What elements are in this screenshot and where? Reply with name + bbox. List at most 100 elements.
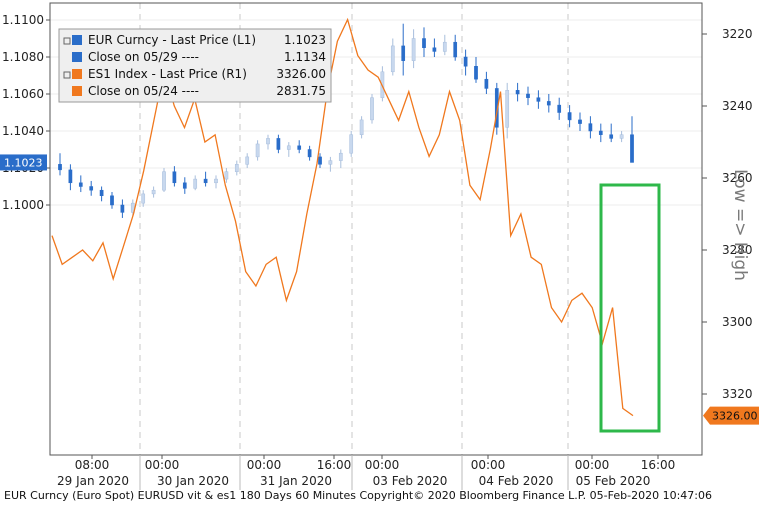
legend-label: ES1 Index - Last Price (R1): [88, 67, 247, 81]
candle-body: [120, 204, 125, 213]
legend-value: 2831.75: [276, 84, 326, 98]
candle-body: [245, 156, 250, 165]
x-time-label: 00:00: [575, 458, 610, 472]
candle-body: [193, 178, 198, 189]
x-time-label: 00:00: [247, 458, 282, 472]
candle-body: [141, 193, 146, 204]
candle-body: [286, 145, 291, 150]
legend-swatch: [72, 69, 82, 79]
candle-body: [68, 169, 73, 184]
candle-body: [58, 164, 62, 171]
es1-line: [51, 17, 634, 417]
candle-body: [630, 134, 634, 163]
candle-body: [442, 41, 447, 52]
x-date-label: 31 Jan 2020: [260, 474, 332, 488]
legend-label: Close on 05/29 ----: [88, 50, 199, 64]
right-tick-label: 3220: [722, 27, 753, 41]
left-tick-label: 1.1100: [2, 13, 44, 27]
right-tick-label: 3260: [722, 171, 753, 185]
es1-last-price-badge: 3326.00: [703, 406, 759, 425]
candle-body: [370, 97, 374, 121]
legend-box: [58, 28, 332, 103]
candle-body: [546, 101, 551, 106]
es1-line-group: [51, 17, 634, 417]
candle-body: [255, 143, 260, 158]
candle-body: [224, 171, 229, 180]
candle-body: [390, 45, 395, 73]
right-tick-label: 3320: [722, 387, 753, 401]
x-time-label: 00:00: [365, 458, 400, 472]
legend-toggle-icon: [63, 37, 71, 45]
candle-body: [609, 134, 614, 139]
candle-body: [297, 145, 302, 150]
candle-body: [214, 178, 218, 184]
candle-body: [151, 189, 156, 195]
footer-text: EUR Curncy (Euro Spot) EURUSD vit & es1 …: [4, 489, 712, 502]
legend-label: EUR Curncy - Last Price (L1): [88, 33, 256, 47]
eur-badge-bg: [0, 154, 47, 171]
candle-body: [494, 88, 499, 128]
legend-value: 1.1023: [284, 33, 326, 47]
legend-swatch: [72, 86, 82, 96]
candle-body: [619, 134, 624, 139]
candle-body: [182, 182, 187, 189]
right-axis-label: Low => High: [730, 169, 750, 281]
plot-frame: [49, 2, 703, 456]
legend-toggle-icon: [63, 71, 71, 79]
left-tick-label: 1.1060: [2, 87, 44, 101]
candle-body: [234, 164, 239, 172]
x-axis-labels: 08:00 00:00 00:00 16:00 00:00 00:00 00:00 16:00…: [57, 455, 675, 490]
candle-body: [338, 152, 343, 161]
candle-body: [598, 130, 603, 135]
x-date-label: 03 Feb 2020: [373, 474, 448, 488]
x-time-label: 00:00: [145, 458, 180, 472]
candle-body: [359, 119, 364, 135]
es1-badge-bg: [703, 406, 759, 425]
legend-label: Close on 05/24 ----: [88, 84, 199, 98]
candle-body: [567, 112, 572, 121]
eur-last-price-badge: 1.1023: [0, 154, 47, 171]
x-date-label: 30 Jan 2020: [157, 474, 229, 488]
legend-value: 3326.00: [276, 67, 326, 81]
right-tick-label: 3240: [722, 99, 753, 113]
candle-body: [484, 78, 489, 89]
eur-badge-text: 1.1023: [4, 156, 43, 169]
legend-entry: Close on 05/24 ---- 2831.75: [72, 84, 326, 98]
highlight-box: [599, 183, 661, 433]
candle-body: [432, 47, 437, 52]
right-tick-label: 3280: [722, 243, 753, 257]
candle-body: [318, 156, 322, 165]
candle-body: [578, 119, 582, 124]
x-date-label: 29 Jan 2020: [57, 474, 129, 488]
x-time-label: 08:00: [75, 458, 110, 472]
legend-entry: Close on 05/29 ---- 1.1134: [72, 50, 326, 64]
candle-body: [110, 195, 114, 206]
candle-body: [89, 186, 94, 191]
legend-value: 1.1134: [284, 50, 326, 64]
candle-body: [203, 178, 208, 184]
candle-body: [474, 66, 478, 80]
candle-body: [588, 123, 593, 132]
candle-body: [401, 45, 406, 61]
legend-entry: EUR Curncy - Last Price (L1) 1.1023: [63, 33, 326, 47]
candle-body: [411, 38, 416, 61]
candle-body: [307, 149, 312, 158]
legend-swatch: [72, 52, 82, 62]
candle-body: [328, 160, 333, 165]
x-time-label: 16:00: [317, 458, 352, 472]
legend: EUR Curncy - Last Price (L1) 1.1023 Close …: [58, 28, 332, 103]
candle-body: [557, 104, 562, 113]
left-tick-label: 1.1040: [2, 124, 44, 138]
candle-body: [162, 171, 166, 191]
candle-body: [422, 38, 426, 48]
candle-body: [536, 97, 541, 102]
candle-body: [78, 182, 83, 187]
legend-swatch: [72, 35, 82, 45]
candle-body: [349, 134, 354, 154]
candle-body: [453, 41, 458, 58]
candle-body: [276, 138, 281, 150]
right-tick-label: 3300: [722, 315, 753, 329]
left-tick-label: 1.1080: [2, 50, 44, 64]
eur-candles: [58, 23, 634, 218]
